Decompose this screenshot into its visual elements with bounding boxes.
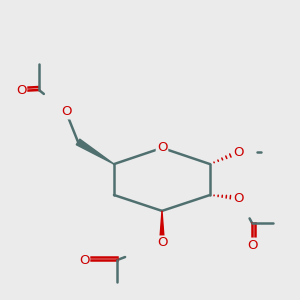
Text: O: O xyxy=(157,236,167,250)
Polygon shape xyxy=(76,139,114,164)
Text: O: O xyxy=(233,146,244,159)
Text: O: O xyxy=(157,141,167,154)
Text: O: O xyxy=(247,238,257,252)
Text: O: O xyxy=(16,84,26,98)
Text: O: O xyxy=(79,254,89,267)
Polygon shape xyxy=(160,211,164,243)
Text: O: O xyxy=(233,191,244,205)
Text: O: O xyxy=(61,105,71,119)
